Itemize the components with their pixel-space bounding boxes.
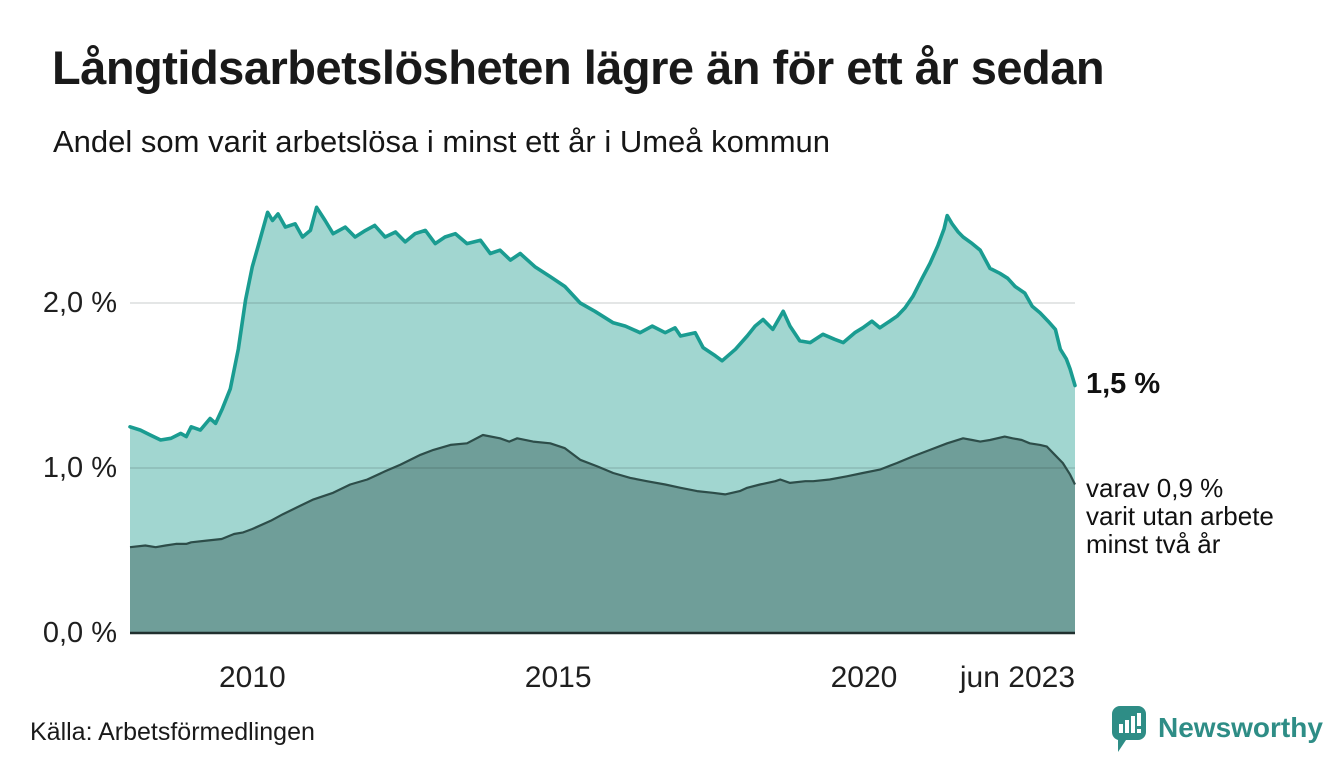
x-tick-label: jun 2023 [959,661,1075,694]
series2-area [130,435,1075,633]
series2-annotation: varav 0,9 % varit utan arbete minst två … [1086,474,1274,558]
series2-annotation-line: varav 0,9 % [1086,473,1224,503]
y-tick-label: 0,0 % [42,617,117,649]
x-tick-label: 2010 [218,661,286,694]
series1-line [128,205,1077,442]
newsworthy-logo-text: Newsworthy [1158,712,1323,743]
chart-subtitle: Andel som varit arbetslösa i minst ett å… [53,124,830,159]
series2-annotation-line: minst två år [1086,529,1221,559]
x-tick-label: 2015 [524,661,592,694]
y-tick-label: 2,0 % [42,287,117,319]
chart-title: Långtidsarbetslösheten lägre än för ett … [52,41,1105,94]
series1-end-value-label: 1,5 % [1086,368,1161,400]
newsworthy-bars-icon [1112,706,1146,752]
newsworthy-logo[interactable]: Newsworthy [1112,706,1323,762]
y-tick-label: 1,0 % [42,452,117,484]
source-note: Källa: Arbetsförmedlingen [30,718,315,746]
series2-line [129,433,1076,549]
x-tick-label: 2020 [830,661,898,694]
series2-annotation-line: varit utan arbete [1086,501,1274,531]
